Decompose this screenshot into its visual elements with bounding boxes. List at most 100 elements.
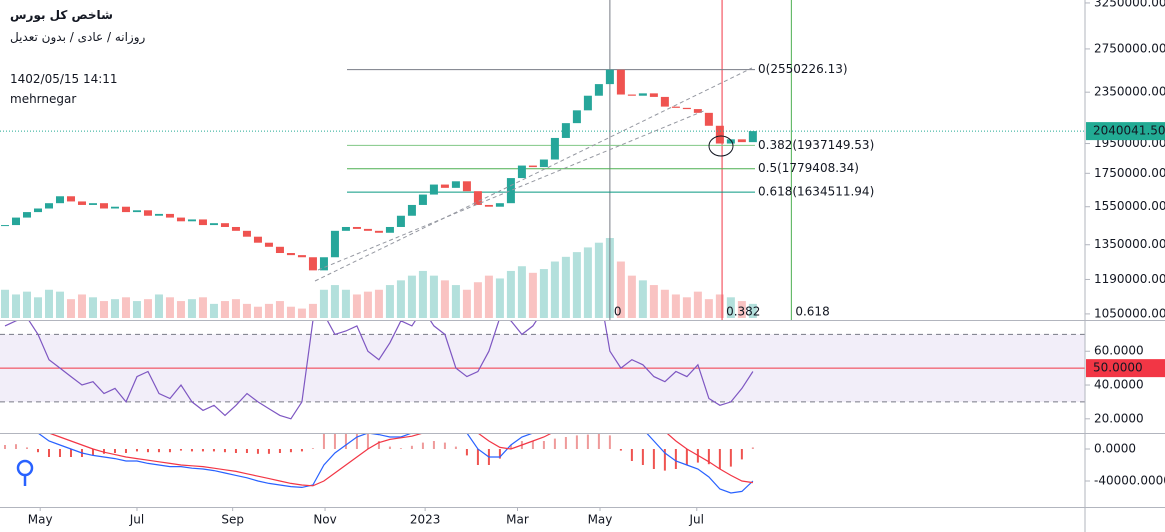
- macd-histogram: [366, 433, 369, 449]
- volume-bar: [143, 299, 152, 318]
- volume-bar: [396, 280, 405, 318]
- macd-histogram: [443, 442, 446, 449]
- candle: [297, 255, 306, 258]
- macd-histogram: [542, 441, 545, 449]
- macd-histogram: [344, 433, 347, 449]
- candle: [627, 94, 636, 96]
- candle: [242, 230, 251, 237]
- y-tick-label: 40.0000: [1094, 378, 1144, 392]
- macd-histogram: [410, 445, 413, 449]
- macd-histogram: [212, 449, 215, 452]
- volume-bar: [275, 301, 284, 318]
- volume-bar: [264, 303, 273, 318]
- rsi-panel: [0, 320, 1085, 420]
- volume-bar: [616, 261, 625, 318]
- volume-bar: [495, 278, 504, 318]
- candle: [66, 196, 75, 202]
- macd-histogram: [531, 441, 534, 449]
- x-tick-label: May: [588, 513, 613, 527]
- macd-histogram: [377, 441, 380, 449]
- macd-histogram: [652, 449, 655, 469]
- candle: [704, 112, 713, 126]
- volume-bar: [209, 303, 218, 318]
- macd-histogram: [157, 449, 160, 453]
- macd-histogram: [234, 449, 237, 453]
- volume-bar: [484, 275, 493, 318]
- x-tick-label: Sep: [221, 513, 244, 527]
- macd-histogram: [58, 449, 61, 457]
- volume-bar: [231, 299, 240, 318]
- volume-bar: [748, 303, 757, 318]
- candle: [528, 165, 537, 168]
- midline-label: 50.0000: [1093, 361, 1143, 375]
- candle: [517, 165, 526, 179]
- candle: [451, 181, 460, 188]
- macd-histogram: [465, 449, 468, 456]
- volume-bar: [726, 297, 735, 318]
- candle: [99, 203, 108, 209]
- candle: [33, 208, 42, 213]
- candle: [671, 106, 680, 108]
- macd-panel: [4, 433, 754, 494]
- candle: [286, 253, 295, 256]
- volume-bar: [704, 299, 713, 318]
- volume-bar: [594, 242, 603, 318]
- x-tick-label: Jul: [129, 513, 144, 527]
- candle: [440, 184, 449, 188]
- macd-histogram: [69, 449, 72, 457]
- candle: [385, 226, 394, 233]
- y-tick-label: -40000.0000: [1094, 474, 1165, 488]
- y-tick-label: 1550000.00: [1094, 199, 1165, 213]
- candle: [561, 123, 570, 138]
- candle: [429, 184, 438, 195]
- macd-histogram: [597, 433, 600, 449]
- last-price-box: [1086, 122, 1165, 141]
- macd-histogram: [388, 446, 391, 449]
- macd-histogram: [564, 437, 567, 449]
- macd-histogram: [729, 449, 732, 467]
- volume-bar: [121, 297, 130, 318]
- candle: [44, 203, 53, 209]
- macd-histogram: [91, 449, 94, 456]
- candle: [407, 204, 416, 216]
- candle: [264, 242, 273, 247]
- macd-histogram: [476, 449, 479, 465]
- candle: [737, 139, 746, 143]
- volume-bar: [440, 280, 449, 318]
- x-tick-label: Jul: [689, 513, 704, 527]
- candle: [1, 225, 9, 227]
- fib-label: 0.618(1634511.94): [758, 185, 874, 199]
- macd-histogram: [751, 447, 754, 449]
- macd-histogram: [685, 449, 688, 465]
- volume-bar: [528, 272, 537, 318]
- candle: [176, 217, 185, 222]
- volume-bar: [638, 280, 647, 318]
- macd-histogram: [300, 449, 303, 452]
- volume-bar: [671, 294, 680, 318]
- volume-bar: [286, 306, 295, 318]
- candle: [22, 212, 31, 218]
- macd-histogram: [663, 449, 666, 471]
- volume-bar: [1, 289, 9, 318]
- candle: [473, 191, 482, 205]
- volume-bar: [715, 294, 724, 318]
- candle: [583, 95, 592, 111]
- macd-histogram: [25, 447, 28, 449]
- candle: [605, 69, 614, 85]
- macd-histogram: [641, 449, 644, 465]
- volume-bar: [88, 297, 97, 318]
- macd-histogram: [14, 444, 17, 449]
- macd-histogram: [498, 449, 501, 459]
- volume-bar: [242, 303, 251, 318]
- volume-bar: [198, 297, 207, 318]
- last-price-label: 2040041.50: [1093, 124, 1165, 138]
- volume-bar: [407, 275, 416, 318]
- volume-bar: [253, 306, 262, 318]
- volume-bar: [374, 289, 383, 318]
- macd-histogram: [256, 449, 259, 454]
- time-fib-label: 0.618: [795, 305, 829, 319]
- candle: [132, 210, 141, 213]
- macd-histogram: [168, 449, 171, 453]
- macd-histogram: [432, 441, 435, 449]
